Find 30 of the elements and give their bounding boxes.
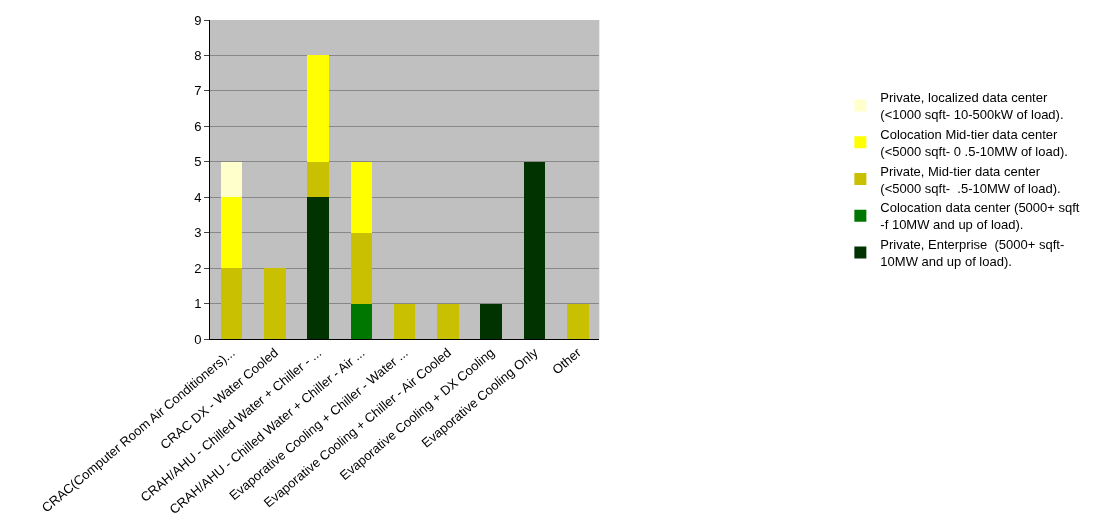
bar: [437, 303, 459, 339]
bar: [307, 55, 329, 162]
legend-label: Private, Mid-tier data center (<5000 sqft- .5-10MW of load).: [880, 163, 1061, 196]
bar: [566, 303, 589, 339]
y-tick-label: 2: [194, 260, 202, 276]
bar: [220, 197, 243, 269]
bar: [523, 161, 546, 339]
y-tick-label: 8: [194, 47, 202, 63]
bar: [264, 268, 286, 339]
bar: [307, 161, 329, 198]
legend-label: Private, localized data center (<1000 sqft- 10-500kW of load).: [880, 90, 1064, 122]
bar: [350, 232, 373, 304]
y-tick-label: 4: [194, 189, 202, 205]
bar: [480, 303, 503, 339]
bar: [350, 303, 373, 339]
bar: [307, 197, 329, 339]
y-tick-label: 7: [194, 83, 202, 99]
y-tick-label: 6: [194, 118, 202, 134]
y-tick-label: 1: [194, 296, 202, 312]
bar: [220, 268, 243, 339]
y-tick-label: 3: [194, 225, 202, 241]
y-tick-label: 0: [194, 331, 202, 347]
y-tick-label: 9: [194, 12, 202, 28]
bar: [220, 161, 243, 198]
bar: [393, 303, 416, 339]
legend-label: Colocation data center (5000+ sqft -f 10MW and up of load).: [880, 200, 1080, 233]
legend-label: Private, Enterprise (5000+ sqft- 10MW and up of load).: [880, 237, 1065, 270]
y-tick-label: 5: [194, 154, 202, 170]
bar: [350, 161, 373, 233]
legend-label: Colocation Mid-tier data center (<5000 sqft- 0 .5-10MW of load).: [880, 126, 1068, 159]
